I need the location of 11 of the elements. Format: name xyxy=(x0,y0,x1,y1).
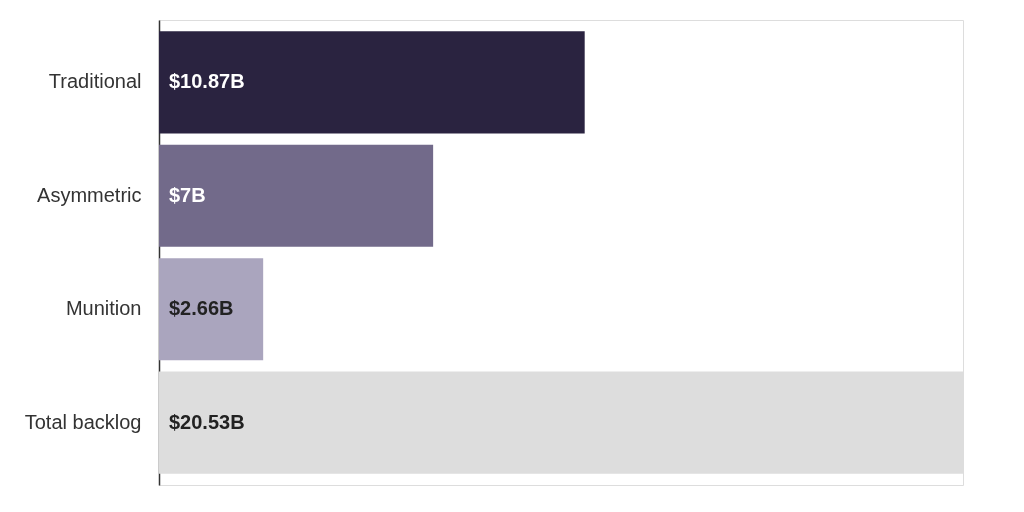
data-label: $2.66B xyxy=(169,297,234,320)
y-tick-label: Asymmetric xyxy=(37,183,142,206)
y-tick-label: Total backlog xyxy=(24,410,142,433)
y-tick-label: Munition xyxy=(65,297,142,320)
data-label: $20.53B xyxy=(169,410,245,433)
y-tick-label: Traditional xyxy=(48,70,142,93)
data-label: $10.87B xyxy=(169,70,245,93)
bar xyxy=(159,31,585,134)
bar xyxy=(159,258,264,361)
data-label: $7B xyxy=(169,183,206,206)
bar xyxy=(159,144,434,247)
